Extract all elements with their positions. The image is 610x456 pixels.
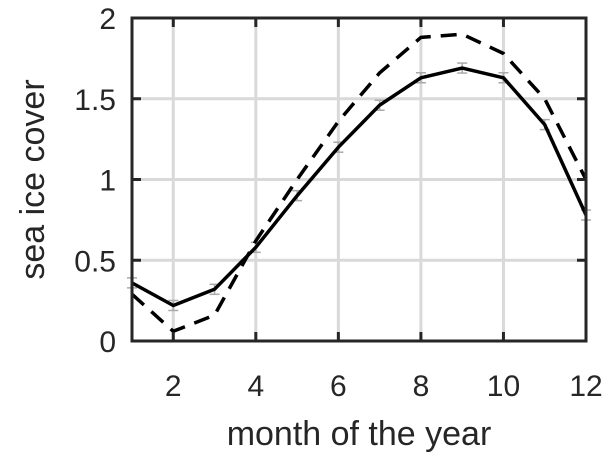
x-tick-label: 8 [413, 370, 430, 403]
solid-series-line [131, 66, 588, 308]
y-tick-label: 2 [99, 3, 116, 36]
axis-ticks [132, 16, 588, 343]
x-tick-label: 10 [487, 370, 520, 403]
x-tick-label: 12 [569, 370, 602, 403]
y-tick-label: 1 [99, 165, 116, 198]
grid-lines [132, 16, 588, 343]
y-tick-label: 1.5 [74, 84, 116, 117]
y-tick-labels: 0 0.5 1 1.5 2 [74, 3, 116, 359]
y-tick-label: 0.5 [74, 245, 116, 278]
series-lines [130, 32, 588, 334]
x-tick-label: 4 [247, 370, 264, 403]
y-axis-title: sea ice cover [14, 79, 52, 279]
x-axis-title: month of the year [227, 415, 492, 453]
x-tick-labels: 2 4 6 8 10 12 [165, 370, 603, 403]
dashed-series-line [130, 32, 588, 334]
y-tick-label: 0 [99, 326, 116, 359]
x-tick-label: 2 [165, 370, 182, 403]
x-tick-label: 6 [330, 370, 347, 403]
